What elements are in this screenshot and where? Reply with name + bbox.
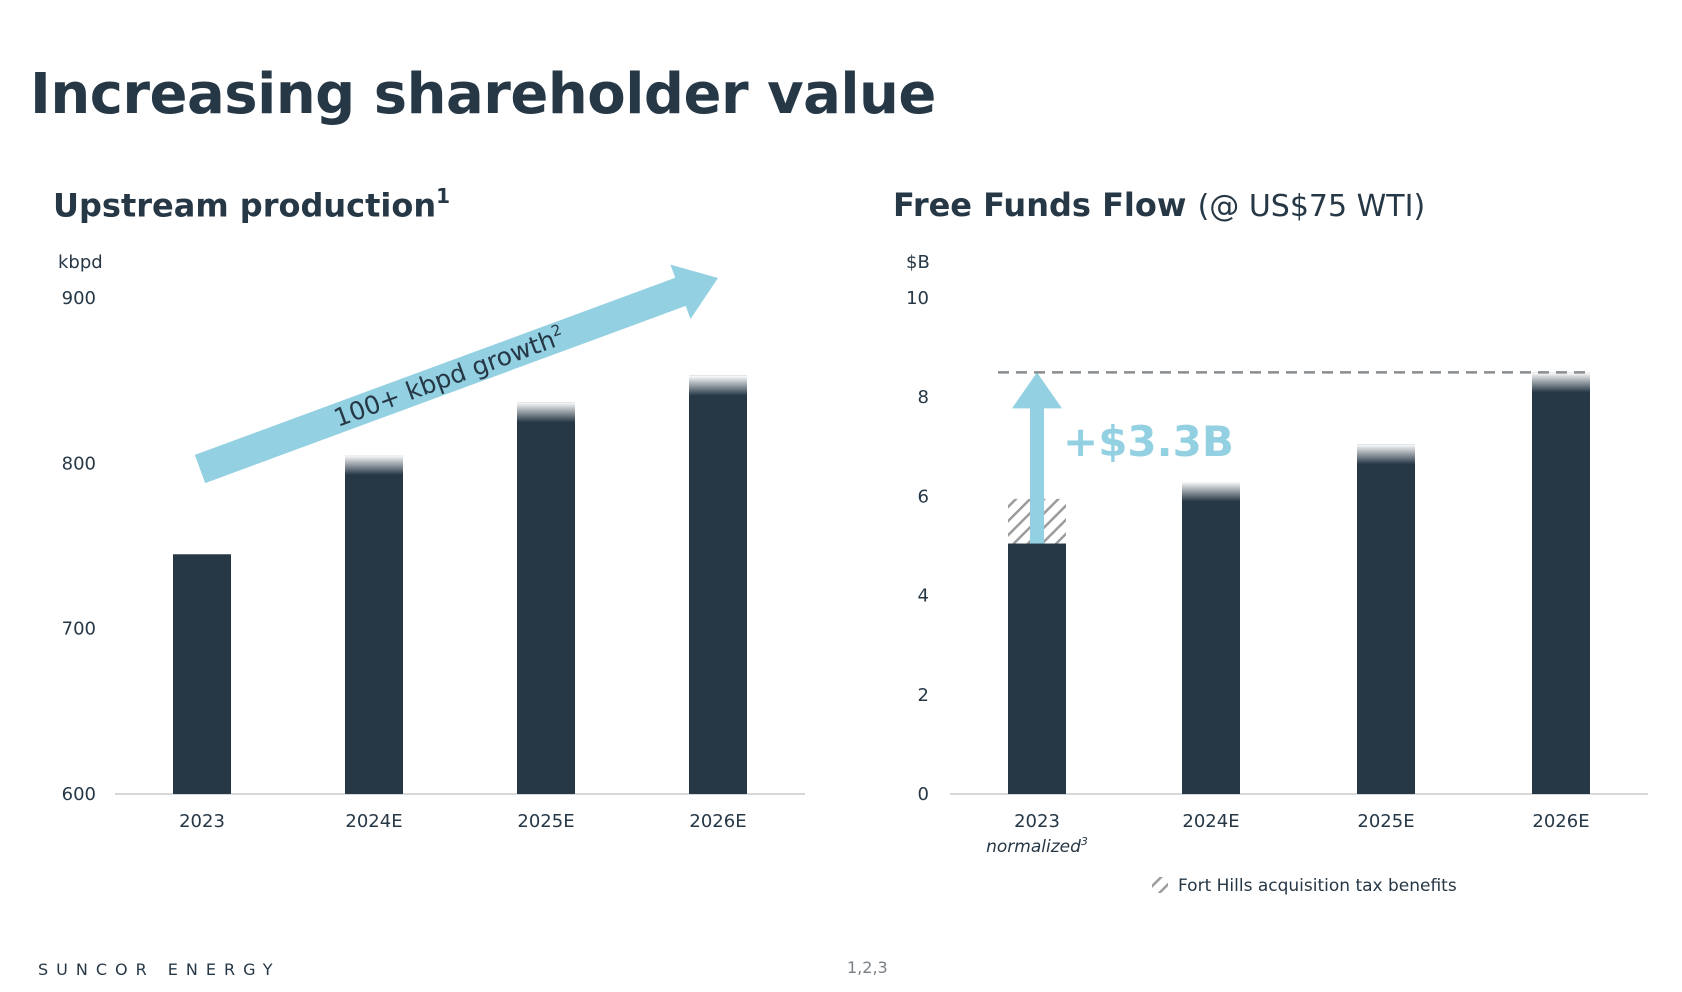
bar-fade-2025E [1357, 444, 1415, 465]
fff-chart: $B 0 2 4 6 8 10 2023 normalized3 2024E 2025E 2026E +… [906, 252, 1648, 896]
y-tick-label: 6 [918, 486, 929, 507]
y-tick-label: 600 [62, 784, 96, 805]
y-tick-label: 10 [906, 288, 929, 309]
x-tick-label-2024E: 2024E [1182, 811, 1239, 832]
fff-chart-title: Free Funds Flow (@ US$75 WTI) [893, 186, 1425, 224]
bar-2024E [345, 455, 403, 794]
suncor-logo-text: SUNCOR ENERGY [38, 960, 281, 979]
legend-label: Fort Hills acquisition tax benefits [1178, 876, 1457, 896]
x-tick-label-2025E: 2025E [1357, 811, 1414, 832]
production-chart-title-text: Upstream production [53, 186, 437, 225]
x-tick-label-2025E: 2025E [517, 811, 574, 832]
increase-label: +$3.3B [1063, 417, 1234, 466]
bar-fade-2024E [1182, 481, 1240, 502]
bar-fade-2024E [345, 455, 403, 476]
y-tick-label: 8 [918, 387, 929, 408]
y-axis-label: kbpd [58, 252, 103, 273]
growth-arrow [194, 264, 719, 484]
production-title-footnote: 1 [436, 184, 451, 208]
y-tick-label: 2 [918, 685, 929, 706]
x-tick-sublabel: normalized3 [986, 835, 1088, 857]
x-tick-label-2023: 2023 [179, 811, 225, 832]
x-tick-label-2026E: 2026E [689, 811, 746, 832]
x-tick-label-2024E: 2024E [345, 811, 402, 832]
x-tick-sublabel-footnote: 3 [1081, 835, 1088, 848]
bar-fade-2026E [1532, 372, 1590, 393]
x-tick-sublabel-text: normalized [986, 837, 1081, 857]
fff-chart-subtitle: (@ US$75 WTI) [1197, 189, 1426, 224]
y-tick-label: 700 [62, 619, 96, 640]
x-tick-label-2026E: 2026E [1532, 811, 1589, 832]
bar-fade-2025E [517, 402, 575, 423]
bar-2026E [689, 375, 747, 794]
bar-fade-2026E [689, 375, 747, 396]
fff-chart-title-text: Free Funds Flow [893, 186, 1187, 224]
increase-arrow [1012, 372, 1062, 544]
y-tick-label: 4 [918, 586, 929, 607]
x-tick-label-2023: 2023 [1014, 811, 1060, 832]
bar-2026E [1532, 372, 1590, 794]
y-tick-label: 0 [918, 784, 929, 805]
bar-2024E [1182, 481, 1240, 794]
bar-2025E [1357, 444, 1415, 794]
y-tick-label: 800 [62, 453, 96, 474]
footnote-references: 1,2,3 [847, 958, 888, 977]
y-axis-label: $B [906, 252, 930, 273]
y-tick-label: 900 [62, 288, 96, 309]
legend-hatch-swatch [1152, 877, 1168, 893]
page-title: Increasing shareholder value [30, 62, 936, 127]
bar-2023 [173, 554, 231, 794]
production-chart-title: Upstream production1 [53, 184, 451, 225]
bar-2025E [517, 402, 575, 794]
bar-2023 [1008, 543, 1066, 794]
